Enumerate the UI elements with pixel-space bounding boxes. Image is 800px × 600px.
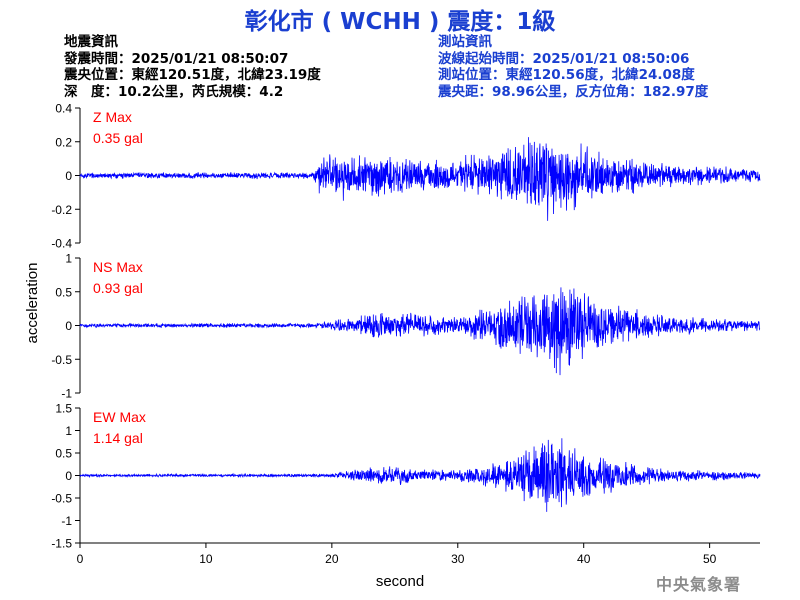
y-tick-label: -0.2: [51, 203, 72, 217]
y-tick-label: 0.5: [55, 285, 72, 299]
x-tick-label: 20: [325, 552, 339, 566]
waveform-trace-ns: [79, 287, 761, 376]
y-tick-label: 0: [65, 169, 72, 183]
chart-title: 彰化市 ( WCHH ) 震度：1級: [244, 9, 556, 35]
max-label: NS Max: [93, 259, 143, 275]
y-tick-label: -0.5: [51, 353, 72, 367]
y-tick-label: -1.5: [51, 537, 72, 551]
y-tick-label: 0.5: [55, 447, 72, 461]
station-info-heading: 測站資訊: [438, 34, 492, 50]
y-tick-label: 0.4: [55, 102, 72, 116]
max-value: 0.35 gal: [93, 130, 143, 146]
x-axis-label: second: [376, 573, 424, 590]
y-tick-label: 1: [65, 252, 72, 266]
depth-magnitude: 深 度：10.2公里，芮氏規模：4.2: [64, 83, 284, 100]
quake-info-heading: 地震資訊: [64, 34, 118, 50]
max-value: 1.14 gal: [93, 430, 143, 446]
station-location: 測站位置：東經120.56度，北緯24.08度: [438, 67, 695, 83]
x-tick-label: 30: [451, 552, 465, 566]
y-tick-label: 1: [65, 424, 72, 438]
y-axis-label: acceleration: [24, 263, 41, 344]
x-tick-label: 10: [199, 552, 213, 566]
y-tick-label: 0.2: [55, 135, 72, 149]
epicenter: 震央位置：東經120.51度，北緯23.19度: [64, 67, 321, 83]
station-info: 測站資訊 波線起始時間：2025/01/21 08:50:06 測站位置：東經1…: [438, 34, 708, 100]
y-tick-label: 1.5: [55, 402, 72, 416]
y-tick-label: 0: [65, 469, 72, 483]
y-tick-label: 0: [65, 319, 72, 333]
wave-start-time: 波線起始時間：2025/01/21 08:50:06: [438, 50, 690, 67]
waveform-trace-ew: [79, 438, 761, 512]
y-tick-label: -0.4: [51, 237, 72, 251]
quake-info: 地震資訊 發震時間：2025/01/21 08:50:07 震央位置：東經120…: [64, 34, 321, 100]
y-tick-label: -1: [61, 514, 72, 528]
max-label: Z Max: [93, 109, 132, 125]
max-value: 0.93 gal: [93, 280, 143, 296]
origin-time: 發震時間：2025/01/21 08:50:07: [64, 50, 289, 67]
organization-label: 中央氣象署: [656, 575, 742, 594]
y-tick-label: -1: [61, 387, 72, 401]
waveform-trace-z: [79, 137, 761, 221]
x-tick-label: 40: [577, 552, 591, 566]
max-label: EW Max: [93, 409, 146, 425]
x-tick-label: 50: [703, 552, 717, 566]
distance-azimuth: 震央距：98.96公里，反方位角：182.97度: [438, 83, 709, 100]
x-tick-label: 0: [77, 552, 84, 566]
y-tick-label: -0.5: [51, 492, 72, 506]
